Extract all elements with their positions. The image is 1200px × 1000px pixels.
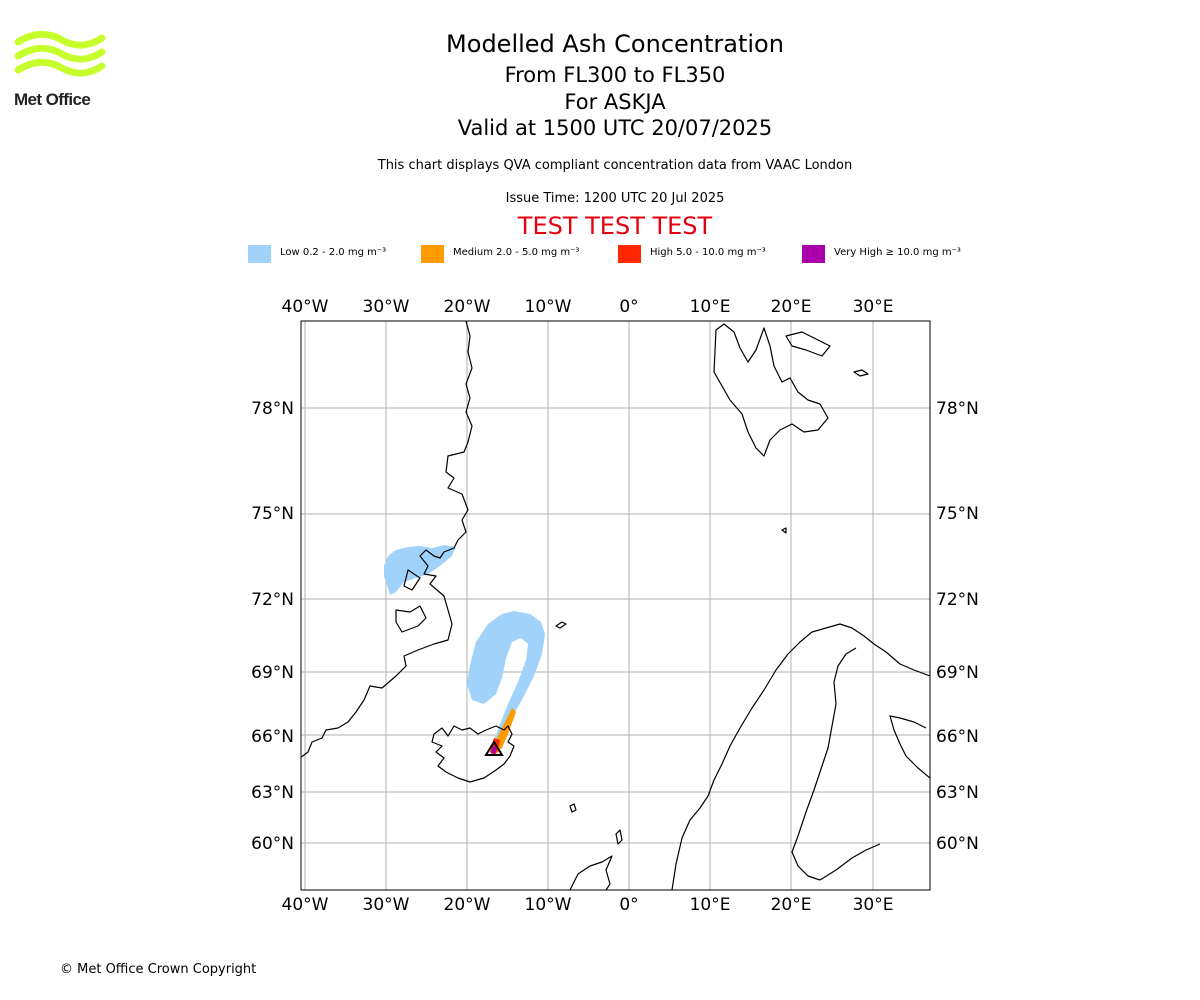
coastline-greenland-fjord-2 — [403, 569, 421, 591]
test-banner: TEST TEST TEST — [517, 212, 713, 240]
coastline-nordaustlandet — [785, 331, 831, 357]
lon-tick-top-20e: 20°E — [771, 297, 812, 317]
coastline-kvitoya — [853, 369, 869, 377]
lon-ticks-top: 40°W 30°W 20°W 10°W 0° 10°E 20°E 30°E — [282, 297, 894, 317]
legend-swatch-medium — [421, 245, 444, 263]
coastline-bear-island — [781, 527, 787, 534]
legend-swatch-very-high — [802, 245, 825, 263]
coastline-jan-mayen — [555, 621, 567, 629]
ash-low-plume — [467, 611, 545, 742]
coastline-scotland — [569, 855, 613, 890]
lat-tick-right-78n: 78°N — [936, 399, 979, 419]
flight-level-subtitle: From FL300 to FL350 — [504, 63, 726, 87]
lon-tick-top-10w: 10°W — [525, 297, 572, 317]
lat-tick-left-72n: 72°N — [251, 590, 294, 610]
lon-tick-bottom-20e: 20°E — [771, 895, 812, 915]
coastline-greenland — [301, 321, 473, 758]
lat-tick-left-60n: 60°N — [251, 834, 294, 854]
lat-tick-left-69n: 69°N — [251, 663, 294, 683]
graticule — [301, 321, 930, 890]
coastline-scandinavia — [671, 623, 930, 890]
lon-tick-bottom-10w: 10°W — [525, 895, 572, 915]
legend-label-low: Low 0.2 - 2.0 mg m⁻³ — [280, 247, 387, 258]
lon-tick-bottom-30w: 30°W — [363, 895, 410, 915]
lat-tick-right-63n: 63°N — [936, 783, 979, 803]
legend-label-medium: Medium 2.0 - 5.0 mg m⁻³ — [453, 247, 580, 258]
coastlines — [301, 321, 930, 890]
legend-label-high: High 5.0 - 10.0 mg m⁻³ — [650, 247, 766, 258]
lon-tick-top-30w: 30°W — [363, 297, 410, 317]
legend-swatch-low — [248, 245, 271, 263]
lon-tick-bottom-10e: 10°E — [690, 895, 731, 915]
logo-text: Met Office — [14, 90, 91, 109]
lat-tick-left-75n: 75°N — [251, 504, 294, 524]
lat-tick-right-66n: 66°N — [936, 727, 979, 747]
lat-tick-left-63n: 63°N — [251, 783, 294, 803]
lon-tick-top-40w: 40°W — [282, 297, 329, 317]
lon-tick-top-0: 0° — [619, 297, 638, 317]
lon-ticks-bottom: 40°W 30°W 20°W 10°W 0° 10°E 20°E 30°E — [282, 895, 894, 915]
lon-tick-bottom-0: 0° — [619, 895, 638, 915]
chart-description: This chart displays QVA compliant concen… — [377, 158, 853, 173]
coastline-faroes — [569, 803, 577, 813]
chart-title: Modelled Ash Concentration — [446, 30, 784, 58]
lon-tick-bottom-30e: 30°E — [853, 895, 894, 915]
lat-ticks-right: 78°N 75°N 72°N 69°N 66°N 63°N 60°N — [936, 399, 979, 854]
lon-tick-top-10e: 10°E — [690, 297, 731, 317]
lat-tick-right-75n: 75°N — [936, 504, 979, 524]
lat-tick-right-60n: 60°N — [936, 834, 979, 854]
ash-very-high — [491, 746, 497, 754]
map-background — [301, 321, 930, 890]
coastline-greenland-fjord — [395, 605, 427, 633]
coastline-iceland — [431, 725, 515, 783]
coastline-baltic — [819, 843, 881, 881]
coastline-gulf-of-bothnia — [791, 647, 857, 881]
legend-label-very-high: Very High ≥ 10.0 mg m⁻³ — [834, 247, 961, 258]
lon-tick-top-30e: 30°E — [853, 297, 894, 317]
lat-tick-left-78n: 78°N — [251, 399, 294, 419]
lat-ticks-left: 78°N 75°N 72°N 69°N 66°N 63°N 60°N — [251, 399, 294, 854]
map-frame — [300, 320, 931, 891]
issue-time: Issue Time: 1200 UTC 20 Jul 2025 — [505, 191, 725, 206]
coastline-shetland — [615, 829, 623, 845]
volcano-subtitle: For ASKJA — [564, 90, 666, 114]
copyright: © Met Office Crown Copyright — [60, 962, 257, 977]
lat-tick-left-66n: 66°N — [251, 727, 294, 747]
legend-swatch-high — [618, 245, 641, 263]
lon-tick-bottom-40w: 40°W — [282, 895, 329, 915]
valid-time-subtitle: Valid at 1500 UTC 20/07/2025 — [457, 116, 773, 140]
waves-logo-icon — [14, 30, 106, 77]
volcano-triangle-marker — [484, 740, 504, 756]
lon-tick-bottom-20w: 20°W — [444, 895, 491, 915]
coastline-svalbard — [713, 323, 829, 457]
met-office-logo: Met Office — [12, 28, 112, 114]
lon-tick-top-20w: 20°W — [444, 297, 491, 317]
coastline-finland — [889, 715, 930, 779]
lat-tick-right-69n: 69°N — [936, 663, 979, 683]
lat-tick-right-72n: 72°N — [936, 590, 979, 610]
